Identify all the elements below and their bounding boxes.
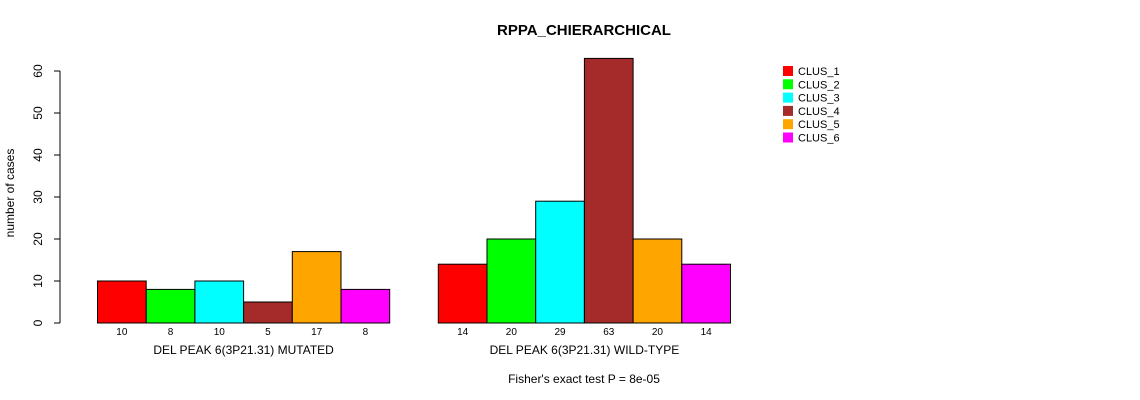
bar-clus-1 — [97, 280, 147, 324]
bar-count-label: 29 — [554, 327, 566, 338]
group-label: DEL PEAK 6(3P21.31) MUTATED — [153, 343, 334, 357]
bar-count-label: 8 — [168, 327, 174, 338]
y-axis: 0 10 20 30 40 50 60 — [31, 64, 61, 326]
legend-label: CLUS_4 — [798, 106, 840, 118]
bar-count-label: 10 — [116, 327, 128, 338]
bar-count-label: 17 — [311, 327, 323, 338]
bar-clus-2 — [145, 288, 196, 324]
y-tick-label: 60 — [31, 64, 45, 78]
legend-swatch — [783, 119, 793, 130]
bar-count-label: 20 — [506, 327, 518, 338]
bar-count-label: 8 — [363, 327, 369, 338]
y-tick-label: 20 — [31, 232, 45, 246]
group-labels: DEL PEAK 6(3P21.31) MUTATED DEL PEAK 6(3P… — [153, 343, 679, 357]
fisher-test-footnote: Fisher's exact test P = 8e-05 — [508, 372, 660, 386]
y-tick-label: 0 — [31, 319, 45, 326]
bar-clus-5 — [291, 251, 342, 324]
y-tick-label: 40 — [31, 148, 45, 162]
y-tick-label: 30 — [31, 190, 45, 204]
bar-clus-4 — [583, 57, 634, 324]
legend-swatch — [783, 92, 793, 103]
legend-swatch — [783, 66, 793, 76]
count-labels: 10 8 10 5 17 8 14 20 29 63 20 14 — [116, 327, 712, 338]
bar-clus-1 — [437, 263, 488, 324]
y-tick-label: 50 — [31, 106, 45, 120]
bar-count-label: 14 — [701, 327, 713, 338]
group-label: DEL PEAK 6(3P21.31) WILD-TYPE — [490, 343, 680, 357]
bars — [97, 57, 731, 324]
legend-swatch — [783, 132, 793, 143]
bar-count-label: 63 — [603, 327, 615, 338]
legend-label: CLUS_3 — [798, 93, 840, 105]
y-tick-label: 10 — [31, 274, 45, 288]
legend-label: CLUS_2 — [798, 79, 840, 91]
bar-clus-5 — [632, 238, 683, 324]
bar-count-label: 14 — [457, 327, 469, 338]
legend-swatch — [783, 105, 793, 116]
bar-clus-3 — [535, 200, 585, 324]
bar-clus-3 — [194, 280, 245, 324]
legend-label: CLUS_6 — [798, 133, 840, 145]
legend-label: CLUS_1 — [798, 66, 840, 78]
chart-title: RPPA_CHIERARCHICAL — [497, 22, 671, 39]
y-axis-label: number of cases — [3, 149, 17, 238]
bar-count-label: 5 — [265, 327, 271, 338]
bar-clus-6 — [340, 288, 391, 324]
bar-count-label: 20 — [652, 327, 664, 338]
bar-clus-4 — [243, 301, 293, 324]
legend-label: CLUS_5 — [798, 119, 840, 131]
bar-clus-6 — [681, 263, 731, 324]
bar-count-label: 10 — [214, 327, 226, 338]
bar-clus-2 — [486, 238, 537, 324]
legend-swatch — [783, 79, 793, 90]
